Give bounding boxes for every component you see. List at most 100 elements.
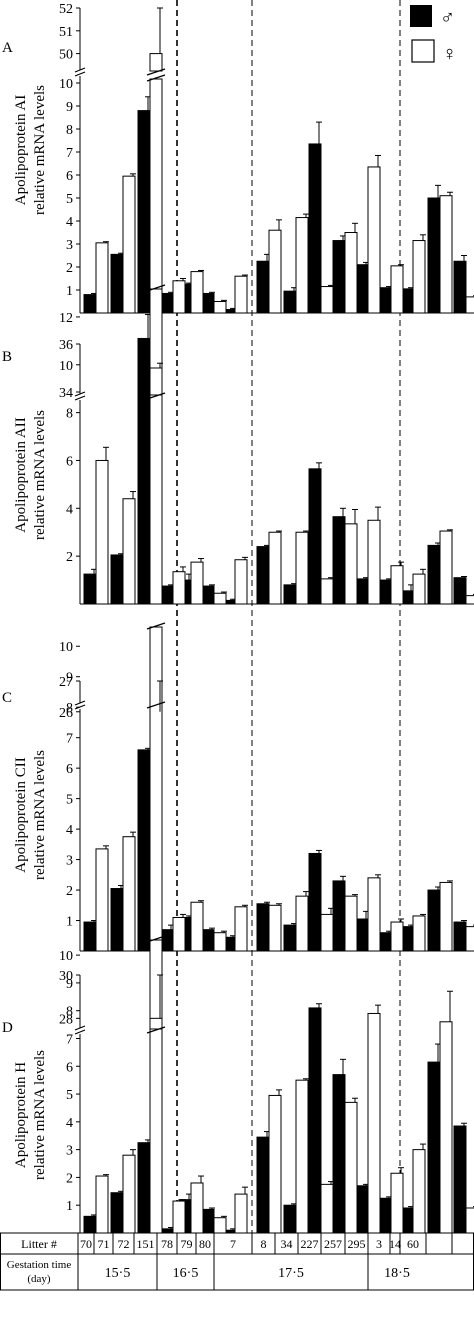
bar-female-80 (234, 1193, 248, 1234)
y-tick-label: 1 (66, 915, 73, 930)
bar-female-3 (412, 573, 426, 605)
panel-c: 1 2 3 4 5 6 7 8 9 10 26 27 (59, 622, 474, 952)
bar-male-71 (110, 1192, 124, 1234)
bar-female-78 (190, 1182, 204, 1234)
bar-female-70 (95, 848, 109, 952)
y-tick-label: 5 (66, 793, 73, 808)
bar-female-78 (190, 901, 204, 952)
bar-female-72-upper (149, 367, 163, 396)
bar-female-71 (122, 498, 136, 605)
y-tick-label: 12 (59, 311, 73, 326)
bar-male-151 (160, 929, 174, 952)
bar-female-79 (213, 592, 227, 605)
bar-male-72 (137, 749, 151, 952)
y-tick-label: 52 (59, 2, 73, 17)
axis-break-mark (74, 67, 86, 77)
bar-female-60 (465, 926, 474, 952)
bar-male-70 (83, 921, 97, 952)
axis-break-mark (74, 1025, 86, 1035)
y-tick-label: 1 (66, 1199, 73, 1214)
litter-70: 70 (80, 1237, 92, 1251)
bar-male-227 (332, 1074, 346, 1234)
bar-male-79 (201, 929, 215, 952)
y-tick-label: 50 (59, 48, 73, 63)
bar-male-34 (308, 1007, 322, 1234)
bar-female-60 (465, 1207, 474, 1234)
bar-female-295 (390, 265, 404, 314)
y-tick-label: 4 (66, 502, 73, 517)
bar-male-7 (256, 903, 270, 952)
ylabel-c-line2: relative mRNA levels (32, 750, 48, 880)
litter-79: 79 (181, 1237, 193, 1251)
bar-female-295 (390, 1172, 404, 1234)
y-tick-label: 5 (66, 1088, 73, 1103)
bar-female-70 (95, 242, 109, 314)
bar-break-mark (146, 68, 166, 82)
bar-male-151 (160, 585, 174, 605)
legend-male-symbol: ♂ (440, 7, 455, 29)
y-tick-label: 9 (66, 100, 73, 115)
bar-female-71 (122, 1154, 136, 1234)
ylabel-c-line1: Apolipoprotein CII (13, 757, 29, 872)
litter-7: 7 (230, 1237, 236, 1251)
axis-break-mark (74, 391, 86, 401)
gestation-group-label: 17·5 (278, 1266, 304, 1281)
litter-257: 257 (324, 1237, 342, 1251)
bar-male-295 (378, 287, 392, 314)
litter-71: 71 (98, 1237, 110, 1251)
bar-male-71 (110, 888, 124, 952)
gestation-group-label: 16·5 (173, 1266, 199, 1281)
bar-male-71 (110, 253, 124, 314)
litter-80: 80 (199, 1237, 211, 1251)
bar-female-71 (122, 175, 136, 314)
y-tick-label: 7 (66, 146, 73, 161)
y-tick-label: 10 (59, 77, 73, 92)
y-tick-label: 34 (59, 386, 73, 401)
bar-male-7 (256, 1136, 270, 1234)
bar-break-mark (146, 622, 166, 709)
bar-break-mark (146, 935, 166, 1034)
bar-male-227 (332, 240, 346, 314)
ylabel-a-line1: Apolipoprotein AI (13, 95, 29, 205)
bar-male-60 (453, 260, 467, 314)
panel-d: 1 2 3 4 5 6 7 8 9 10 28 30 (59, 935, 474, 1234)
bar-female-257 (367, 166, 381, 314)
bar-female-72 (149, 78, 163, 314)
bar-male-8 (283, 290, 297, 314)
bar-male-60 (453, 1125, 467, 1234)
bar-female-60 (465, 595, 474, 605)
bar-male-60 (453, 921, 467, 952)
bar-female-80 (234, 559, 248, 605)
y-tick-label: 27 (59, 675, 73, 690)
bar-male-79 (201, 585, 215, 605)
bar-female-34 (320, 578, 334, 605)
y-tick-label: 6 (66, 762, 73, 777)
bar-male-34 (308, 852, 322, 952)
bar-female-227 (344, 232, 358, 314)
bar-female-34 (320, 286, 334, 314)
bar-male-151 (160, 1228, 174, 1234)
bar-male-72 (137, 337, 151, 605)
y-tick-label: 8 (66, 123, 73, 138)
bar-female-8 (295, 1079, 309, 1234)
litter-3: 3 (376, 1237, 382, 1251)
bar-male-70 (83, 573, 97, 605)
bar-male-72 (137, 1142, 151, 1234)
y-tick-label: 2 (66, 261, 73, 276)
litter-72: 72 (118, 1237, 130, 1251)
bar-female-7 (268, 229, 282, 314)
bar-female-151 (172, 1200, 186, 1234)
litter-8: 8 (261, 1237, 267, 1251)
bar-female-151 (172, 280, 186, 314)
ylabel-a-line2: relative mRNA levels (32, 85, 48, 215)
bar-female-72 (149, 288, 163, 605)
bar-male-14 (427, 544, 441, 605)
y-tick-label: 3 (66, 1144, 73, 1159)
y-tick-label: 8 (66, 1005, 73, 1020)
legend-male-swatch (410, 5, 432, 27)
bar-female-3 (412, 1149, 426, 1234)
ylabel-b-line2: relative mRNA levels (32, 410, 48, 540)
bar-female-227 (344, 895, 358, 952)
litter-78: 78 (161, 1237, 173, 1251)
